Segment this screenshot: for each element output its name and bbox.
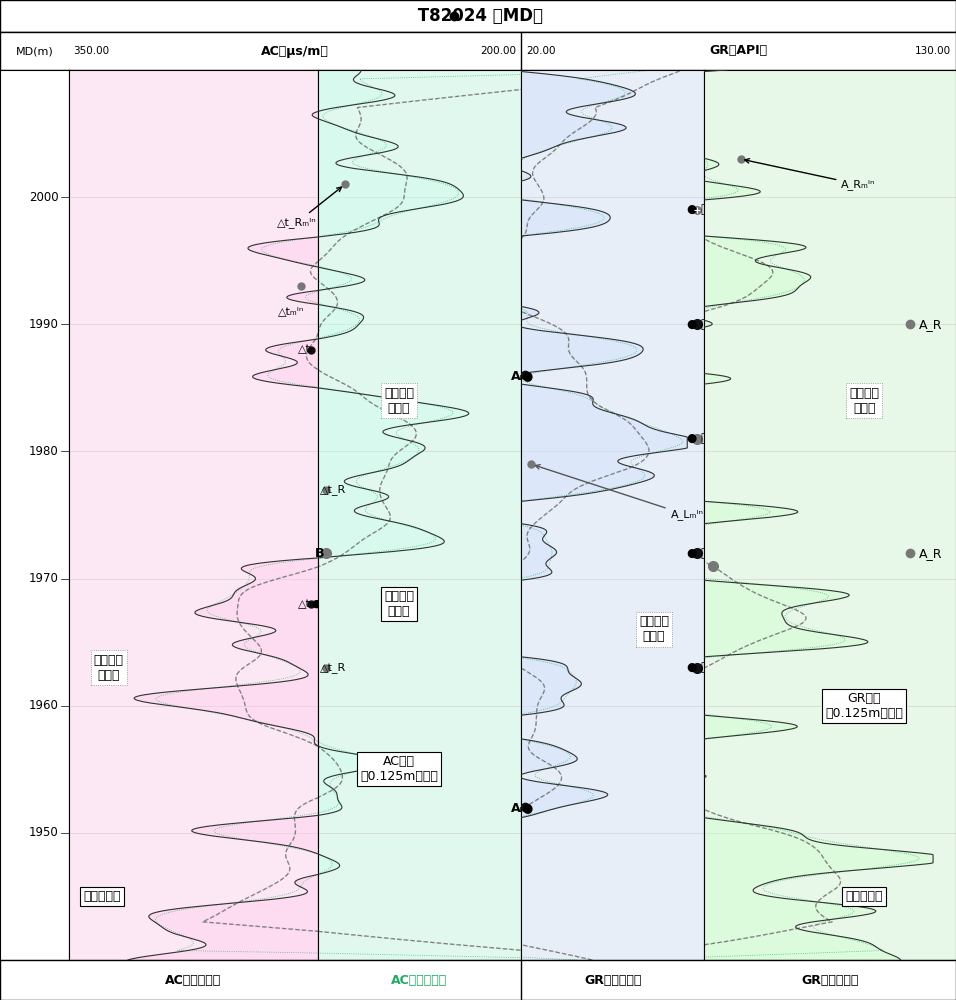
Text: Aₗ●: Aₗ● <box>511 369 534 382</box>
Text: GR右极值点区: GR右极值点区 <box>801 974 858 986</box>
Text: 1960: 1960 <box>29 699 58 712</box>
Text: 350.00: 350.00 <box>74 46 110 56</box>
Text: 右极值点
包络线: 右极值点 包络线 <box>849 387 880 415</box>
Text: 2000: 2000 <box>29 191 58 204</box>
Text: MD(m): MD(m) <box>15 46 54 56</box>
Text: A_Rₘᴵⁿ: A_Rₘᴵⁿ <box>745 159 876 190</box>
Text: △tₗ: △tₗ <box>297 345 313 355</box>
Text: △t_Rₘᴵⁿ: △t_Rₘᴵⁿ <box>277 187 341 228</box>
Text: AC右极值点区: AC右极值点区 <box>391 974 447 986</box>
Text: GR曲线
（0.125m采样）: GR曲线 （0.125m采样） <box>825 692 903 720</box>
Text: AC曲线
（0.125m采样）: AC曲线 （0.125m采样） <box>360 755 438 783</box>
Text: A_R: A_R <box>920 318 943 331</box>
Text: A_Lₘᴵⁿ: A_Lₘᴵⁿ <box>535 465 704 520</box>
Text: 物理属性
平衡点: 物理属性 平衡点 <box>384 590 414 618</box>
Text: △t_R: △t_R <box>320 484 347 495</box>
Text: 200.00: 200.00 <box>481 46 516 56</box>
Text: 中央基准线: 中央基准线 <box>83 890 120 903</box>
Text: ● 左极小值点: ● 左极小值点 <box>687 432 736 445</box>
Text: ● 右极小值点: ● 右极小值点 <box>687 318 736 331</box>
Text: AC（μs/m）: AC（μs/m） <box>261 44 329 57</box>
Text: 左极值点
包络线: 左极值点 包络线 <box>94 654 123 682</box>
Text: AC左极值点区: AC左极值点区 <box>165 974 222 986</box>
Text: 右极值点
包络线: 右极值点 包络线 <box>384 387 414 415</box>
Text: ● 物质平衡点: ● 物质平衡点 <box>687 203 736 216</box>
Text: 中央基准线: 中央基准线 <box>845 890 883 903</box>
Text: △tₘᴵⁿ: △tₘᴵⁿ <box>278 307 304 317</box>
Text: GR（API）: GR（API） <box>709 44 768 57</box>
Text: 1970: 1970 <box>29 572 58 585</box>
Text: △t_R: △t_R <box>320 662 347 673</box>
Text: A_R: A_R <box>920 547 943 560</box>
Text: 130.00: 130.00 <box>915 46 951 56</box>
Text: Aₗ●: Aₗ● <box>511 801 534 814</box>
Text: 1990: 1990 <box>29 318 58 331</box>
Text: B: B <box>315 547 324 560</box>
Text: 20.00: 20.00 <box>526 46 555 56</box>
Text: ● 右极大值点: ● 右极大值点 <box>687 661 736 674</box>
Text: 1980: 1980 <box>29 445 58 458</box>
Text: 1950: 1950 <box>29 826 58 839</box>
Text: △tₗ●: △tₗ● <box>297 599 322 609</box>
Text: T82024 ［MD］: T82024 ［MD］ <box>412 7 544 25</box>
Text: 左极值点
包络线: 左极值点 包络线 <box>639 615 669 643</box>
Text: GR左极值点区: GR左极值点区 <box>584 974 641 986</box>
Text: ● 左极大值点: ● 左极大值点 <box>687 547 736 560</box>
